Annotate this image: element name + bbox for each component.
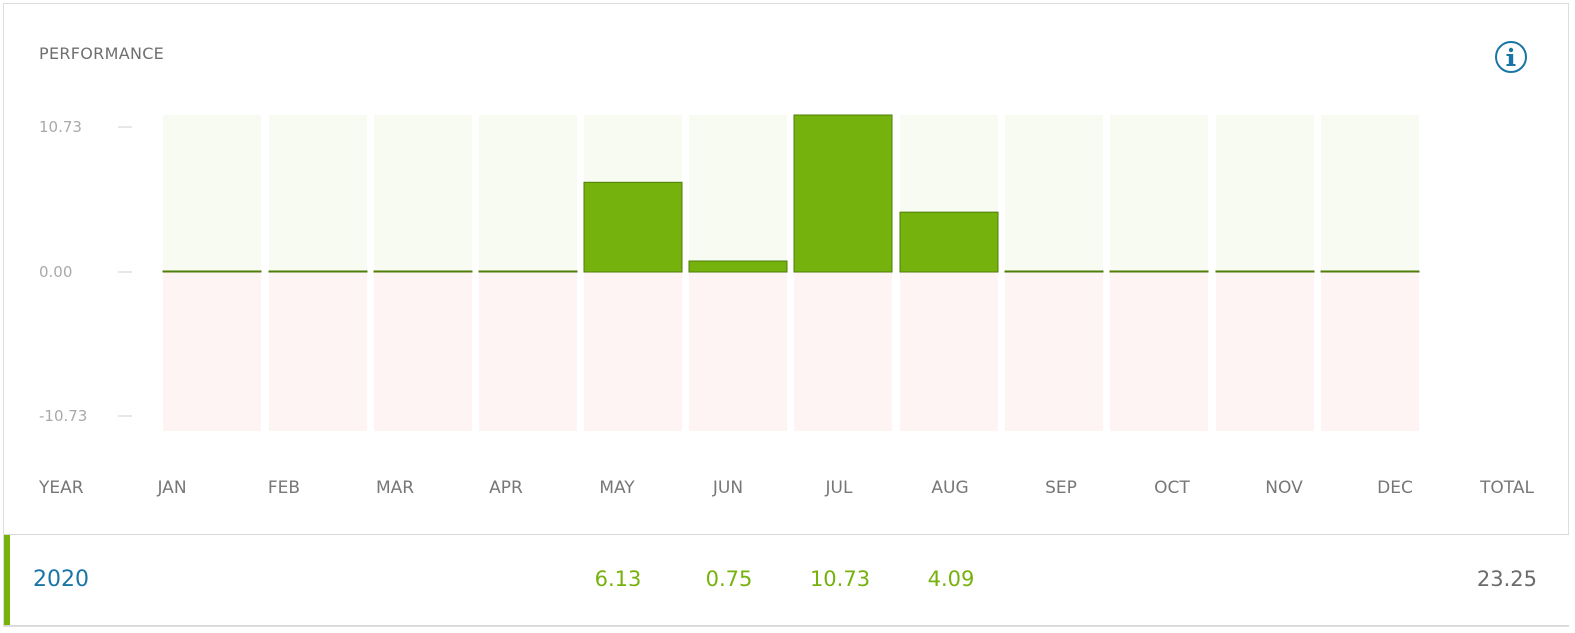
row-total: 23.25: [1476, 567, 1537, 591]
column-bg-positive: [1110, 115, 1208, 272]
info-circle-icon[interactable]: [1494, 40, 1528, 74]
bar-oct[interactable]: [1109, 270, 1209, 273]
table-header: YEAR TOTAL JAN FEB MAR APR MAY JUN JUL AUG SEP OC…: [0, 478, 1575, 506]
column-bg-positive: [1321, 115, 1419, 272]
column-bg-positive: [689, 115, 787, 272]
year-link[interactable]: 2020: [33, 567, 89, 592]
y-tick-label: -10.73: [39, 407, 87, 425]
bar-may[interactable]: [583, 181, 683, 273]
header-month: DEC: [1377, 478, 1413, 498]
column-bg-negative: [163, 272, 261, 431]
bar-aug[interactable]: [899, 211, 999, 273]
column-bg-negative: [689, 272, 787, 431]
month-value: 0.75: [705, 567, 753, 591]
column-bg-negative: [1321, 272, 1419, 431]
table-row[interactable]: 2020 23.25 6.13 0.75 10.73 4.09: [4, 534, 1569, 626]
month-value: 10.73: [809, 567, 871, 591]
bar-jun[interactable]: [688, 260, 788, 273]
header-month: SEP: [1045, 478, 1077, 498]
column-bg-negative: [584, 272, 682, 431]
month-value: 4.09: [927, 567, 975, 591]
column-bg-negative: [900, 272, 998, 431]
y-tick-label: 0.00: [39, 263, 72, 281]
bar-dec[interactable]: [1320, 270, 1420, 273]
header-month: NOV: [1265, 478, 1303, 498]
column-bg-negative: [479, 272, 577, 431]
column-bg-positive: [374, 115, 472, 272]
column-bg-negative: [1216, 272, 1314, 431]
header-month: JAN: [157, 478, 187, 498]
bar-jan[interactable]: [162, 270, 262, 273]
bar-mar[interactable]: [373, 270, 473, 273]
column-bg-negative: [1005, 272, 1103, 431]
header-year: YEAR: [39, 478, 84, 498]
header-month: JUL: [825, 478, 853, 498]
header-month: MAR: [375, 478, 415, 498]
month-value: 6.13: [594, 567, 642, 591]
panel-title: PERFORMANCE: [39, 44, 165, 63]
column-bg-positive: [163, 115, 261, 272]
y-tick-label: 10.73: [39, 118, 82, 136]
header-month: APR: [489, 478, 523, 498]
bar-nov[interactable]: [1215, 270, 1315, 273]
header-month: MAY: [599, 478, 635, 498]
bar-jul[interactable]: [793, 114, 893, 273]
row-accent-bar: [4, 535, 10, 625]
header-month: FEB: [267, 478, 301, 498]
column-bg-positive: [479, 115, 577, 272]
column-bg-negative: [1110, 272, 1208, 431]
performance-bar-chart: 10.73 0.00 -10.73: [39, 114, 1420, 431]
header-month: OCT: [1154, 478, 1190, 498]
column-bg-negative: [794, 272, 892, 431]
bar-apr[interactable]: [478, 270, 578, 273]
header-total: TOTAL: [1480, 478, 1534, 498]
column-bg-positive: [1005, 115, 1103, 272]
column-bg-negative: [269, 272, 367, 431]
column-bg-positive: [269, 115, 367, 272]
bar-sep[interactable]: [1004, 270, 1104, 273]
header-month: AUG: [931, 478, 969, 498]
column-bg-positive: [1216, 115, 1314, 272]
column-bg-negative: [374, 272, 472, 431]
header-month: JUN: [712, 478, 744, 498]
bar-feb[interactable]: [268, 270, 368, 273]
